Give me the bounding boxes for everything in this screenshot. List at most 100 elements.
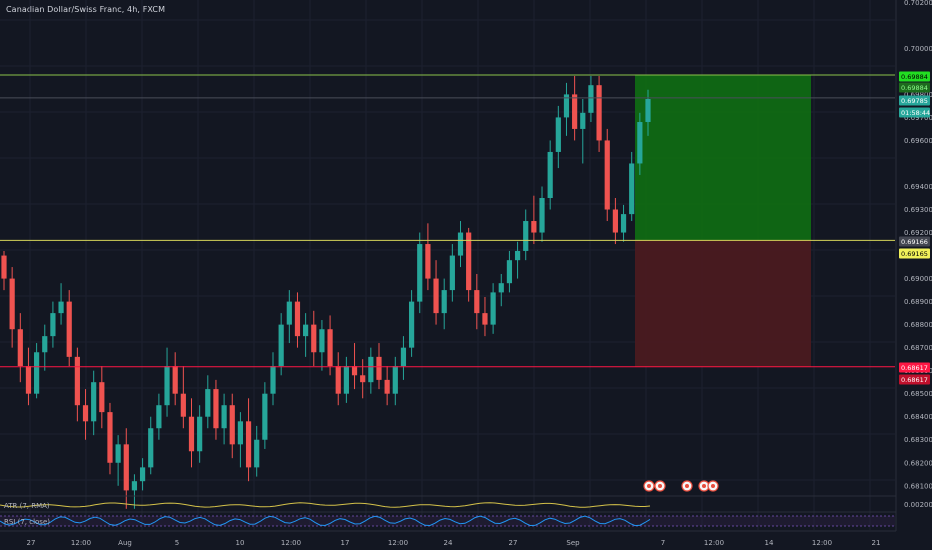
candle — [327, 315, 333, 376]
time-tick-label: 12:00 — [704, 539, 724, 547]
candle — [604, 128, 610, 222]
candle — [498, 273, 504, 307]
candle — [580, 99, 586, 164]
candle — [376, 343, 382, 390]
time-tick-label: 5 — [175, 539, 179, 547]
svg-text:0.69884: 0.69884 — [901, 84, 928, 92]
candle — [82, 389, 89, 440]
event-marker-icon[interactable] — [654, 480, 666, 492]
svg-text:0.69165: 0.69165 — [901, 250, 928, 258]
candle — [539, 186, 545, 242]
profit-zone — [635, 75, 811, 241]
candle — [303, 313, 309, 357]
candle — [588, 75, 594, 123]
candle — [1, 250, 7, 291]
candle — [139, 458, 146, 491]
candle — [441, 278, 447, 330]
horizontal-lines[interactable] — [0, 74, 895, 368]
price-tag: 01:58:44 — [899, 107, 930, 118]
candle — [50, 301, 56, 348]
price-tick-label: 0.69600 — [904, 137, 932, 145]
candle — [172, 352, 178, 406]
time-tick-label: 12:00 — [812, 539, 832, 547]
rsi-line — [0, 515, 651, 527]
candle — [25, 347, 32, 406]
price-tick-label: 0.68300 — [904, 436, 932, 444]
candle — [74, 347, 80, 422]
candle — [66, 290, 72, 367]
candle — [596, 75, 602, 152]
candle — [286, 290, 292, 344]
indicator-panes: ATR (7, RMA) RSI (7, close) — [0, 495, 932, 532]
candle — [563, 82, 570, 136]
candle — [278, 313, 284, 376]
price-tick-label: 0.70200 — [904, 0, 932, 7]
candles — [1, 75, 651, 509]
price-tick-label: 0.69700 — [904, 114, 932, 122]
candle — [237, 412, 244, 468]
candle — [221, 393, 227, 445]
svg-text:0.68617: 0.68617 — [901, 364, 928, 372]
candle — [99, 366, 105, 429]
candle — [637, 112, 643, 175]
candle — [335, 352, 341, 406]
candle — [197, 405, 203, 463]
candle — [449, 244, 455, 302]
candle — [213, 379, 219, 440]
candle — [392, 356, 398, 406]
time-tick-label: 27 — [27, 539, 36, 547]
candle — [408, 290, 415, 357]
candle — [368, 347, 374, 394]
candle — [466, 227, 472, 302]
price-tick-label: 0.68500 — [904, 390, 932, 398]
candle — [360, 359, 366, 399]
price-tick-label: 0.69800 — [904, 91, 932, 99]
candle — [523, 209, 529, 261]
time-axis[interactable]: 27 12:00 Aug 5 10 12:00 17 12:00 24 27 Sep 7 12:00 14… — [0, 532, 896, 550]
time-tick-label: 12:00 — [281, 539, 301, 547]
event-marker-icon[interactable] — [681, 480, 693, 492]
candle — [555, 105, 561, 169]
candle — [58, 283, 64, 325]
candle — [384, 366, 390, 406]
price-axis[interactable]: 0.70200 0.70000 0.69800 0.69700 0.69600 0.694… — [895, 0, 932, 550]
price-tick-label: 0.68800 — [904, 321, 932, 329]
candle — [17, 313, 23, 383]
candle — [9, 267, 15, 348]
event-markers[interactable] — [643, 480, 719, 492]
candle — [612, 198, 618, 245]
price-tag: 0.69165 — [899, 248, 930, 259]
price-tick-label: 0.69400 — [904, 183, 932, 191]
candle — [425, 223, 431, 291]
svg-text:01:58:44: 01:58:44 — [901, 109, 930, 117]
candle — [506, 250, 513, 293]
time-tick-label: 7 — [661, 539, 665, 547]
candle — [311, 310, 317, 367]
candle — [572, 75, 578, 141]
candle — [433, 260, 439, 325]
atr-line — [0, 502, 651, 508]
candle — [531, 195, 537, 245]
price-tag: 0.69785 — [899, 95, 930, 106]
time-tick-label: 12:00 — [388, 539, 408, 547]
time-tick-label: 14 — [765, 539, 774, 547]
price-tick-label: 0.69000 — [904, 275, 932, 283]
candle — [351, 343, 358, 390]
candle — [262, 382, 268, 449]
atr-tick-label: 0.00200 — [904, 501, 932, 509]
candle — [417, 232, 423, 314]
candle — [34, 343, 40, 399]
event-marker-icon[interactable] — [707, 480, 719, 492]
price-tag: 0.68617 — [899, 374, 930, 385]
event-marker-icon[interactable] — [643, 480, 655, 492]
candle — [229, 393, 235, 459]
candle — [474, 273, 480, 330]
price-tick-label: 0.69200 — [904, 229, 932, 237]
candle — [629, 151, 635, 222]
candle — [148, 416, 154, 475]
price-tick-label: 0.68200 — [904, 459, 932, 467]
candle — [164, 347, 170, 417]
candle — [343, 356, 349, 403]
candle — [131, 474, 138, 509]
